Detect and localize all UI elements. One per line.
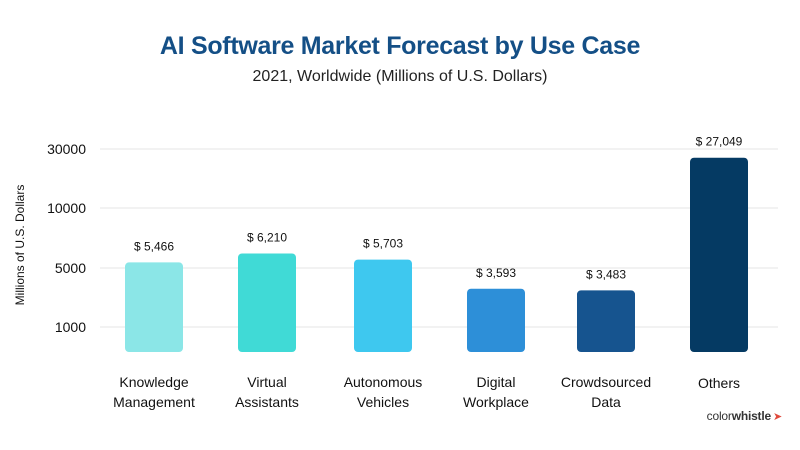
category-label: Crowdsourced	[561, 374, 651, 390]
bar	[690, 157, 748, 352]
y-tick-label: 30000	[47, 141, 86, 157]
bar	[354, 259, 412, 352]
brand-name-part2: whistle	[731, 409, 771, 423]
category-label: Knowledge	[119, 374, 188, 390]
data-label: $ 3,483	[586, 267, 626, 281]
data-label: $ 5,466	[134, 239, 174, 253]
chart-title: AI Software Market Forecast by Use Case	[159, 32, 641, 60]
data-label: $ 3,593	[476, 266, 516, 280]
category-label: Others	[698, 375, 740, 391]
category-label: Virtual	[247, 374, 286, 390]
bar	[125, 262, 183, 352]
y-tick-label: 5000	[55, 260, 86, 276]
y-tick-label: 1000	[55, 319, 86, 335]
brand-logo: colorwhistle ➤	[706, 409, 783, 423]
category-label: Assistants	[235, 394, 299, 410]
bar	[467, 288, 525, 352]
data-label: $ 27,049	[696, 135, 743, 149]
category-label: Autonomous	[344, 374, 423, 390]
y-tick-label: 10000	[47, 200, 86, 216]
category-label: Vehicles	[357, 394, 409, 410]
data-label: $ 5,703	[363, 237, 403, 251]
chart-subtitle: 2021, Worldwide (Millions of U.S. Dollar…	[252, 68, 548, 85]
category-label: Digital	[477, 374, 516, 390]
whistle-icon: ➤	[772, 411, 782, 423]
data-label: $ 6,210	[247, 230, 287, 244]
bar	[238, 253, 296, 352]
category-label: Data	[591, 394, 621, 410]
y-axis-label: Millions of U.S. Dollars	[13, 185, 27, 306]
category-label: Management	[113, 394, 195, 410]
bar	[577, 290, 635, 352]
brand-name-part1: color	[706, 409, 732, 423]
category-label: Workplace	[463, 394, 529, 410]
